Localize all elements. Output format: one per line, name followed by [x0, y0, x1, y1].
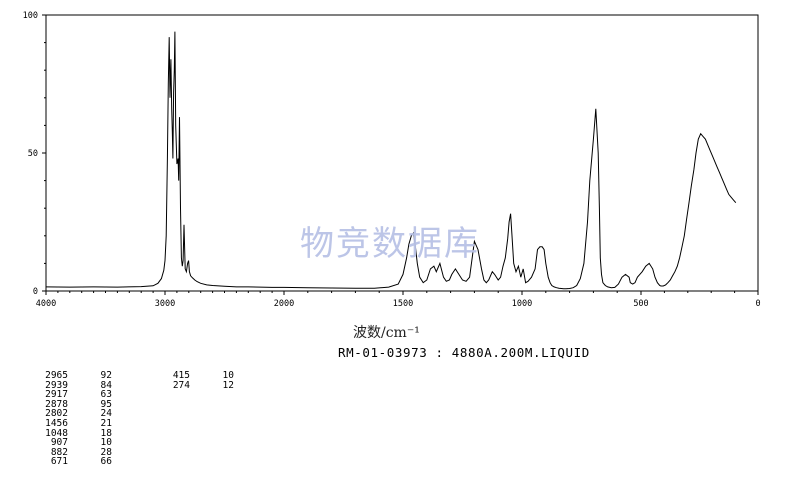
x-tick-label: 2000 — [274, 299, 294, 309]
x-tick-label: 3000 — [155, 299, 175, 309]
peak-row: 671 66 — [28, 457, 112, 467]
peak-intensity: 84 — [100, 379, 112, 391]
plot-frame — [45, 14, 759, 292]
peak-intensity: 92 — [100, 370, 112, 381]
peak-intensity: 10 — [222, 370, 234, 381]
x-tick-label: 1500 — [393, 299, 413, 309]
peak-wavenumber: 274 — [172, 379, 190, 391]
peak-wavenumber: 415 — [172, 370, 190, 381]
peak-wavenumber: 671 — [50, 456, 68, 468]
peak-row: 2878 95 — [28, 400, 112, 410]
spectrum-line — [45, 31, 737, 290]
x-axis-label: 波数/cm⁻¹ — [353, 325, 420, 341]
y-tick-label: 100 — [23, 11, 38, 21]
peak-table-column-2: 415 10 274 12 — [150, 371, 234, 390]
peak-row: 2939 84 — [28, 379, 112, 391]
peak-intensity: 63 — [100, 389, 112, 401]
peak-wavenumber: 2939 — [45, 379, 68, 391]
peak-wavenumber: 907 — [50, 437, 68, 449]
peak-row: 882 28 — [28, 448, 112, 458]
peak-intensity: 10 — [100, 437, 112, 449]
peak-wavenumber: 2917 — [45, 389, 68, 401]
peak-row: 2802 24 — [28, 409, 112, 419]
peak-wavenumber: 2965 — [45, 370, 68, 381]
peak-intensity: 28 — [100, 446, 112, 458]
peak-row: 1456 21 — [28, 419, 112, 429]
peak-intensity: 66 — [100, 456, 112, 468]
peak-wavenumber: 2802 — [45, 408, 68, 420]
peak-row: 2917 63 — [28, 390, 112, 400]
x-tick-label: 4000 — [36, 299, 56, 309]
peak-intensity: 95 — [100, 398, 112, 410]
peak-intensity: 12 — [222, 379, 234, 391]
peak-row: 2965 92 — [28, 371, 112, 381]
peak-wavenumber: 1048 — [45, 427, 68, 439]
x-tick-label: 500 — [633, 299, 648, 309]
spectrum-subtitle: RM-01-03973 : 4880A.200M.LIQUID — [338, 345, 590, 360]
peak-table-column-1: 2965 92 2939 84 2917 63 2878 95 2802 24 1456 21 1048… — [28, 371, 112, 467]
peak-row: 415 10 — [150, 371, 234, 381]
peak-wavenumber: 2878 — [45, 398, 68, 410]
peak-intensity: 18 — [100, 427, 112, 439]
peak-row: 274 12 — [150, 379, 234, 391]
peak-wavenumber: 882 — [50, 446, 68, 458]
peak-row: 1048 18 — [28, 427, 112, 439]
y-tick-label: 50 — [28, 149, 38, 159]
peak-intensity: 21 — [100, 417, 112, 429]
peak-intensity: 24 — [100, 408, 112, 420]
x-tick-label: 0 — [755, 299, 760, 309]
y-tick-label: 0 — [33, 287, 38, 297]
x-axis: 4000 3000 2000 1500 1000 500 0 — [36, 291, 761, 309]
peak-wavenumber: 1456 — [45, 417, 68, 429]
x-tick-label: 1000 — [512, 299, 532, 309]
peak-row: 907 10 — [28, 438, 112, 448]
y-axis: 100 50 0 — [23, 11, 46, 297]
